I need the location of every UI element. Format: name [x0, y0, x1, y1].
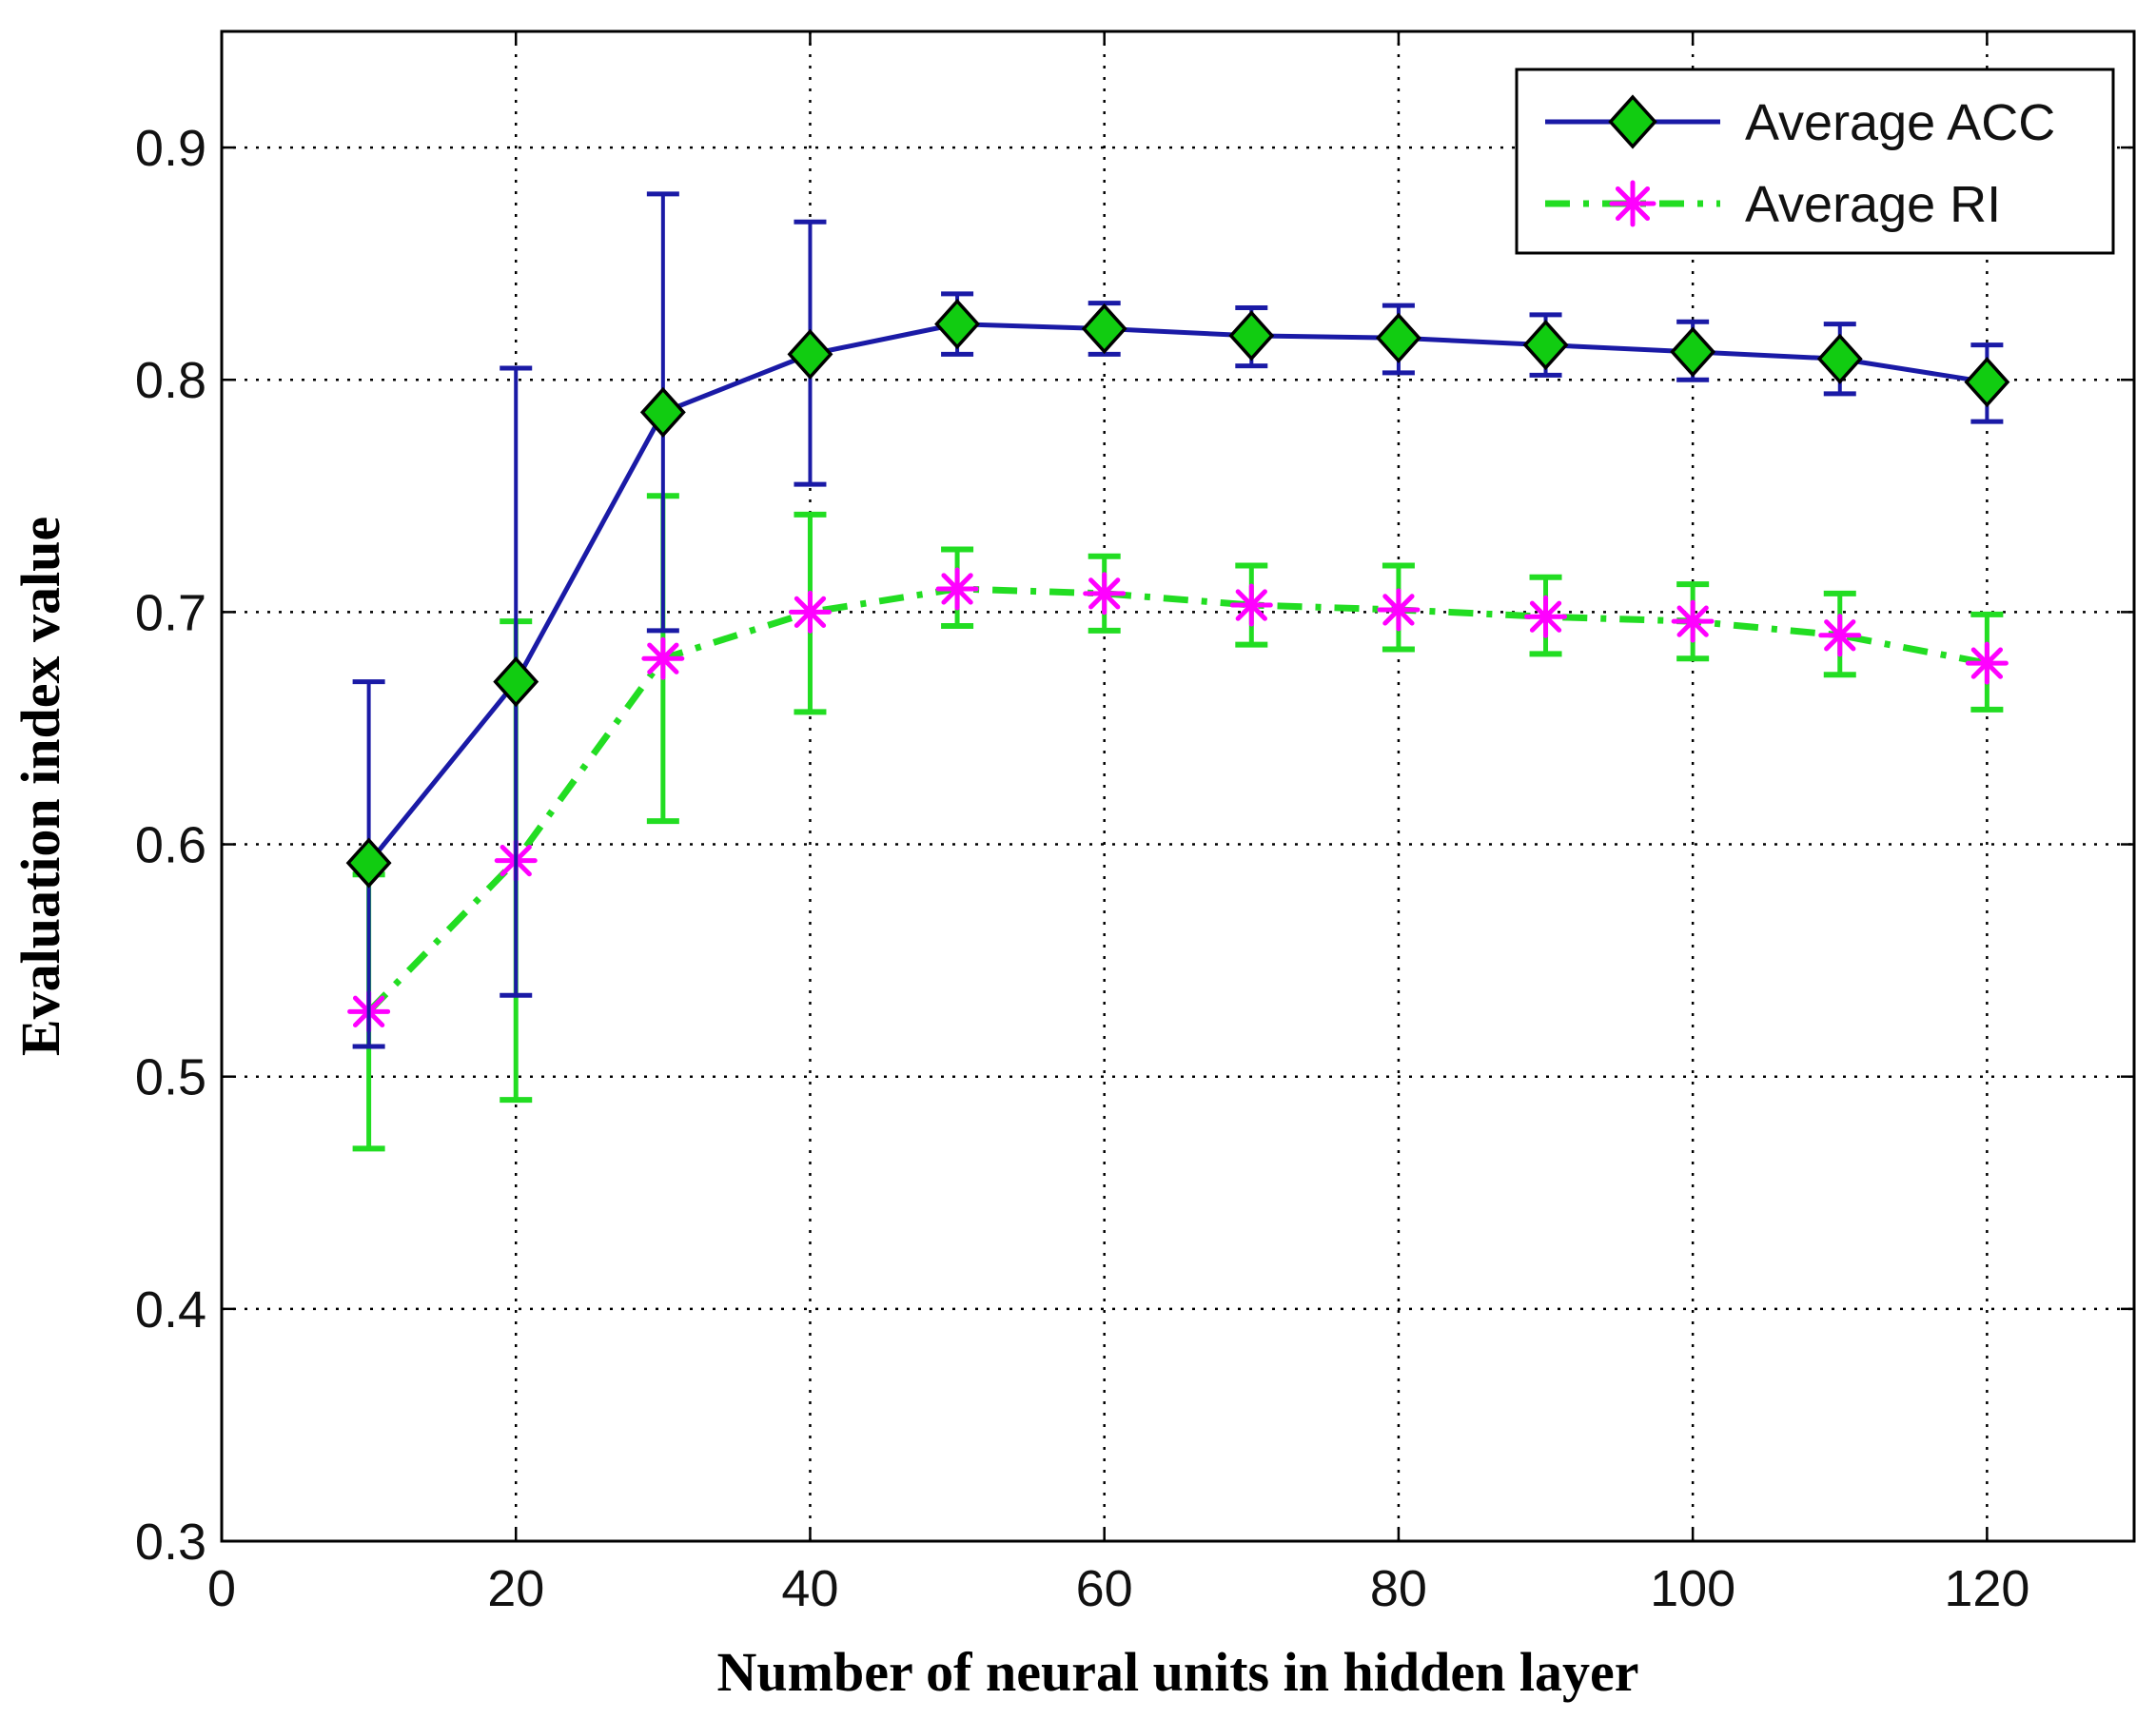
x-axis-title: Number of neural units in hidden layer: [717, 1641, 1639, 1703]
x-tick-label: 60: [1076, 1560, 1133, 1617]
data-point: [788, 590, 832, 634]
series-line: [366, 585, 1989, 1014]
data-point: [1671, 599, 1715, 643]
asterisk-stroke: [1235, 589, 1267, 621]
legend-box: [1515, 68, 2115, 255]
y-tick-label: 0.5: [135, 1049, 206, 1106]
asterisk-stroke: [1382, 594, 1415, 626]
x-tick-label: 40: [781, 1560, 838, 1617]
data-point: [934, 299, 981, 350]
data-point: [1964, 357, 2010, 408]
data-point: [641, 636, 685, 680]
asterisk-stroke: [1824, 619, 1856, 652]
x-tick-label: 100: [1650, 1560, 1735, 1617]
data-point: [1081, 303, 1127, 355]
y-tick-label: 0.7: [135, 584, 206, 641]
x-tick-label: 120: [1944, 1560, 2029, 1617]
data-point: [1522, 319, 1569, 371]
series-layer: [345, 191, 2010, 1152]
series-line: [366, 322, 1988, 865]
y-tick-label: 0.3: [135, 1514, 206, 1571]
x-tick-label: 20: [487, 1560, 544, 1617]
asterisk-stroke: [1088, 577, 1121, 610]
data-point: [345, 837, 392, 889]
data-point: [935, 567, 979, 611]
asterisk-stroke: [1676, 605, 1709, 637]
y-axis-title: Evaluation index value: [10, 517, 71, 1056]
y-tick-label: 0.6: [135, 817, 206, 874]
data-point: [1816, 333, 1863, 384]
asterisk-stroke: [794, 596, 827, 629]
data-point: [639, 386, 686, 439]
x-tick-label: 0: [207, 1560, 236, 1617]
asterisk-stroke: [647, 642, 679, 674]
asterisk-stroke: [1529, 600, 1562, 633]
asterisk-stroke: [1615, 186, 1651, 222]
legend-marker: [1609, 180, 1656, 227]
data-point: [787, 328, 833, 380]
plot-frame: [220, 29, 2136, 1543]
legend: Average ACC Average RI: [1515, 68, 2115, 255]
data-point: [1375, 312, 1421, 363]
series-average-acc: [345, 191, 2010, 1049]
data-point: [1965, 641, 2009, 685]
asterisk-stroke: [941, 573, 973, 605]
legend-marker: [1608, 94, 1657, 149]
data-point: [1524, 595, 1568, 638]
data-point: [1229, 583, 1273, 627]
tick-labels: 0 20 40 60 80 100 120 0.3 0.4 0.5 0.6 0.7 0.8 0.9: [135, 120, 2030, 1617]
ticks: [220, 31, 2134, 1543]
data-point: [1228, 310, 1275, 362]
legend-entry-average-acc: Average ACC: [1545, 94, 2055, 151]
y-tick-label: 0.4: [135, 1281, 206, 1339]
x-tick-label: 80: [1370, 1560, 1427, 1617]
data-point: [1377, 588, 1421, 632]
data-point: [1670, 326, 1716, 378]
legend-label: Average ACC: [1745, 94, 2055, 151]
data-point: [1083, 572, 1127, 616]
legend-entry-average-ri: Average RI: [1545, 176, 2001, 233]
y-tick-label: 0.8: [135, 352, 206, 409]
legend-entries: Average ACC Average RI: [1545, 94, 2055, 233]
legend-label: Average RI: [1745, 176, 2001, 233]
y-tick-label: 0.9: [135, 120, 206, 177]
asterisk-stroke: [1970, 647, 2004, 679]
data-point: [493, 656, 539, 708]
data-point: [1818, 614, 1862, 657]
